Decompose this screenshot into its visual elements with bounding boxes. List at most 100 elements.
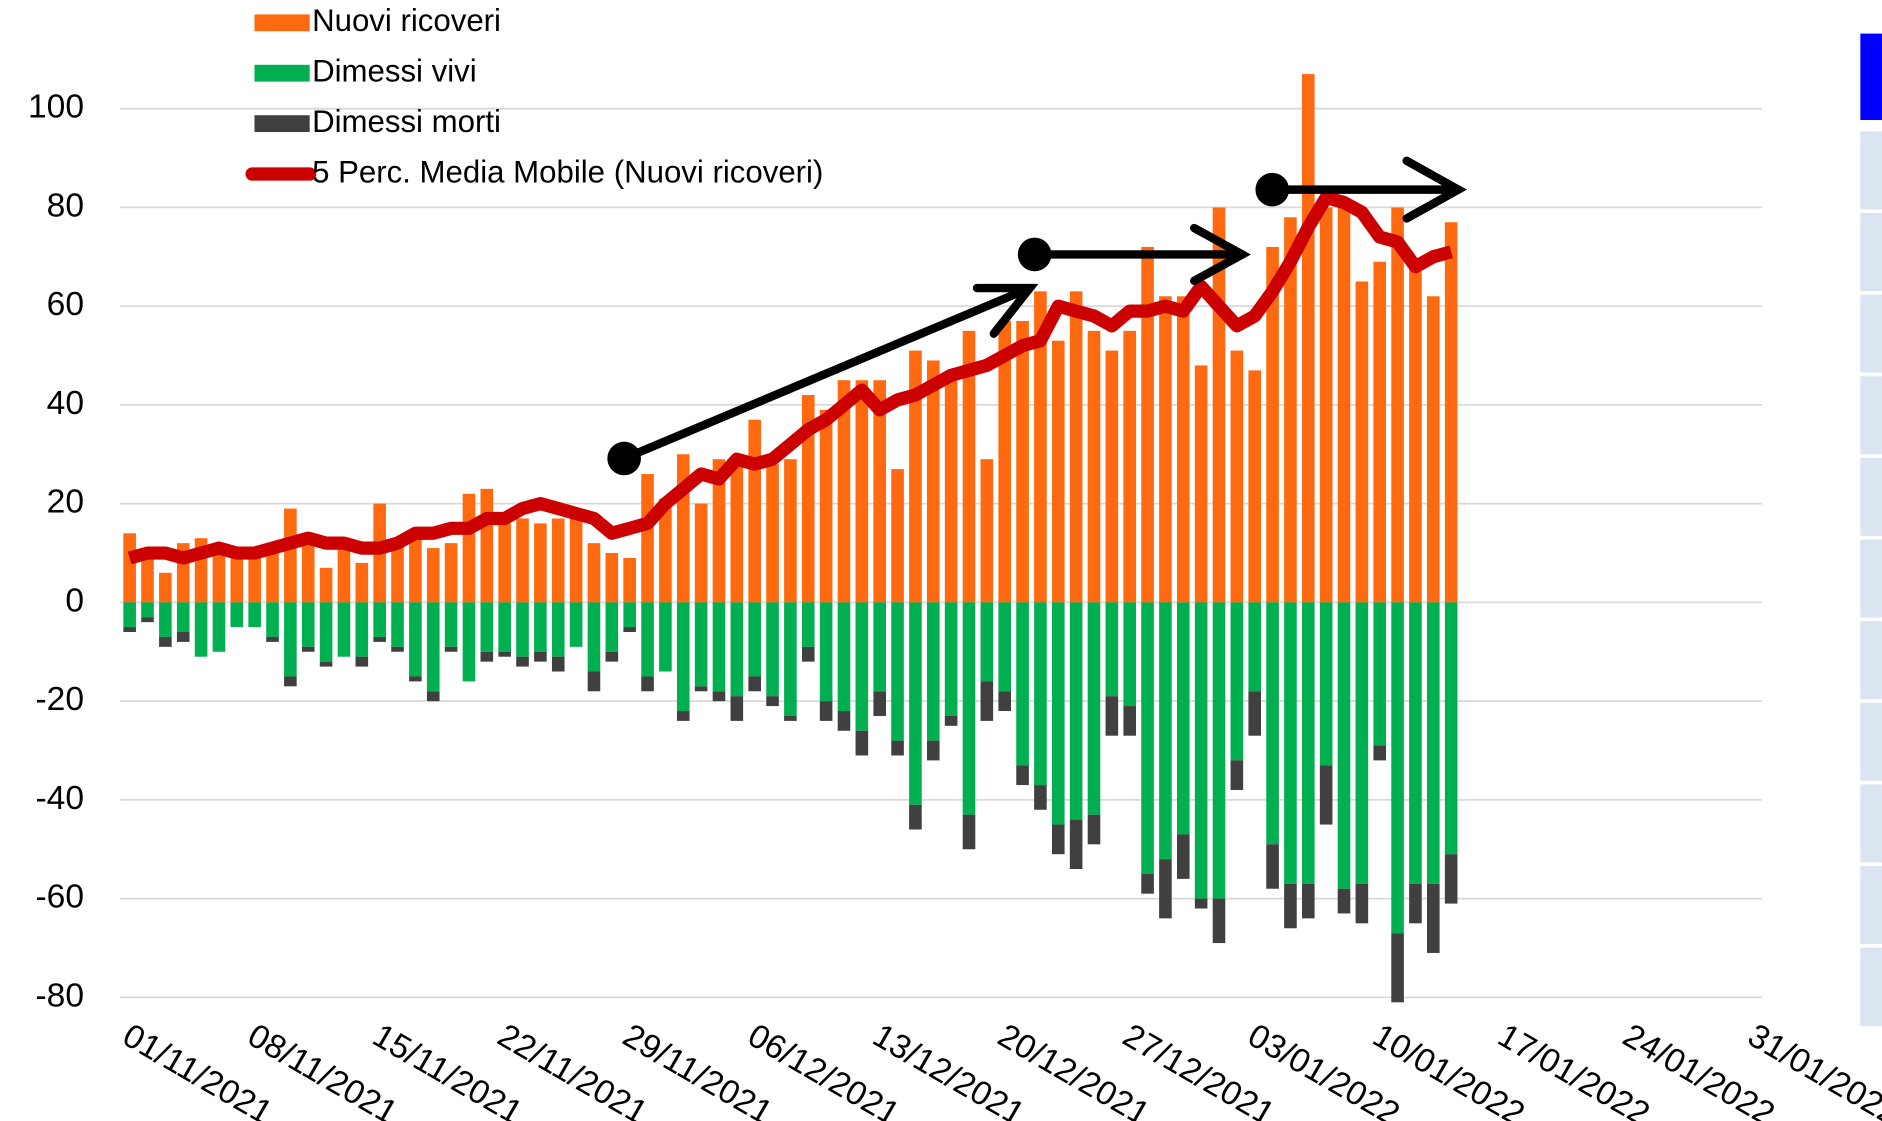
bar (1194, 602, 1208, 899)
bar (551, 656, 565, 672)
bar (998, 320, 1012, 603)
bar (498, 602, 511, 652)
bar (944, 715, 958, 726)
bar (1426, 296, 1440, 603)
bar (1105, 696, 1119, 736)
bar (1373, 602, 1387, 746)
bar (230, 557, 244, 603)
bar (587, 602, 601, 672)
bar (909, 602, 922, 805)
bar (712, 691, 726, 702)
bar (1391, 933, 1404, 1003)
bar (248, 602, 261, 628)
bar (1337, 602, 1351, 889)
bar (1159, 859, 1172, 919)
bar (891, 469, 904, 603)
bar (855, 602, 869, 731)
bar (1176, 602, 1190, 835)
legend-label: Nuovi ricoveri (312, 3, 501, 38)
bar (284, 676, 297, 687)
bar (623, 627, 636, 633)
bar (891, 602, 904, 741)
bar (891, 740, 904, 756)
bar (730, 464, 744, 603)
bar (1230, 350, 1244, 603)
y-tick-label: -40 (35, 780, 84, 817)
bar (1016, 320, 1029, 603)
bar (1159, 602, 1172, 860)
bar (855, 730, 869, 756)
bar (1248, 370, 1262, 603)
bar (141, 602, 154, 618)
bar (266, 543, 279, 603)
bar (873, 602, 886, 692)
bar (1373, 261, 1387, 603)
bar (676, 454, 690, 603)
y-tick-label: 60 (47, 286, 84, 323)
bar (784, 459, 797, 603)
bar (426, 691, 440, 702)
bar (962, 330, 976, 603)
bar (141, 617, 154, 623)
panel-header (1860, 33, 1882, 121)
bar (998, 602, 1012, 692)
bar (801, 602, 815, 647)
line (127, 190, 1453, 565)
bar (1176, 834, 1190, 879)
bar (676, 711, 690, 721)
bar (837, 711, 851, 731)
bar (1248, 691, 1262, 736)
bar (462, 602, 476, 682)
bar (1230, 602, 1244, 761)
bar (301, 538, 315, 603)
bar (587, 671, 601, 692)
bar (909, 804, 922, 830)
bar (766, 464, 779, 603)
bar (801, 395, 815, 603)
bar (748, 676, 761, 692)
y-tick-label: 80 (47, 187, 84, 224)
bar (998, 691, 1012, 712)
bar (176, 632, 190, 642)
bar (1016, 602, 1029, 766)
bar (730, 696, 744, 721)
bar (409, 676, 422, 682)
bar (1266, 246, 1279, 603)
bar (1444, 602, 1458, 855)
bar (212, 553, 226, 603)
bar (1355, 281, 1369, 603)
bar (1373, 745, 1387, 761)
bar (641, 602, 654, 677)
bar (1212, 602, 1226, 899)
bar (569, 518, 583, 603)
bar (569, 602, 583, 647)
bar (1284, 883, 1297, 929)
bar (855, 380, 869, 603)
bar (873, 380, 886, 603)
legend-swatch (254, 115, 310, 133)
bar (1301, 602, 1315, 884)
panel-column (1860, 129, 1882, 1027)
bar (1284, 602, 1297, 884)
bar (1141, 246, 1154, 603)
bar (694, 686, 708, 692)
bar (534, 523, 547, 603)
bar (712, 602, 726, 692)
bar (1069, 602, 1083, 820)
bar (391, 602, 404, 647)
bar (1069, 819, 1083, 870)
y-tick-label: -60 (35, 879, 84, 916)
bar (819, 602, 833, 702)
bar (837, 380, 851, 603)
bar (426, 548, 440, 603)
bar (641, 676, 654, 692)
bar (605, 553, 619, 603)
bar (873, 691, 886, 716)
bar (623, 557, 636, 603)
bar (319, 567, 333, 603)
bar (212, 602, 226, 652)
bar (962, 814, 976, 850)
bar (266, 602, 279, 637)
bar (230, 602, 244, 628)
